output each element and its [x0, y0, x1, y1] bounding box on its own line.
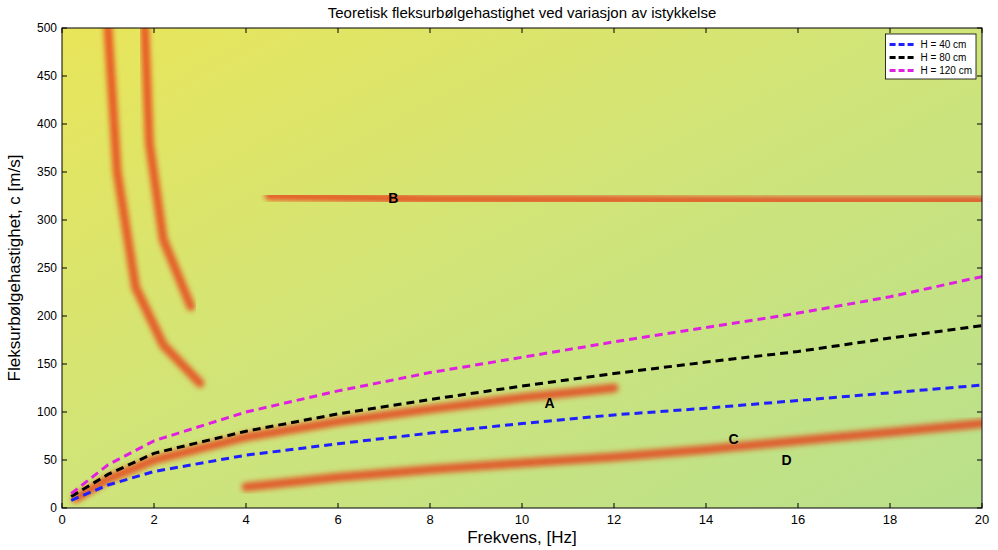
y-tick [62, 364, 67, 365]
band [246, 424, 982, 487]
y-tick [62, 220, 67, 221]
x-tick-label: 6 [334, 512, 341, 527]
y-tick [977, 76, 982, 77]
x-tick [430, 503, 431, 508]
x-tick [890, 503, 891, 508]
legend-label: H = 80 cm [921, 52, 967, 63]
y-tick-label: 100 [37, 405, 57, 419]
x-tick-label: 10 [515, 512, 529, 527]
legend: H = 40 cm H = 80 cm H = 120 cm [886, 34, 976, 79]
x-tick [430, 28, 431, 33]
y-axis-title: Fleksurbølgehastighet, c [m/s] [5, 155, 24, 382]
x-tick-label: 4 [242, 512, 249, 527]
x-tick [338, 28, 339, 33]
annotation: D [781, 452, 791, 468]
y-tick [62, 172, 67, 173]
x-tick-label: 0 [58, 512, 65, 527]
band [145, 28, 191, 306]
legend-label: H = 40 cm [921, 39, 967, 50]
y-tick [62, 268, 67, 269]
y-tick [62, 28, 67, 29]
x-tick [798, 503, 799, 508]
y-tick-label: 500 [37, 21, 57, 35]
y-tick-label: 400 [37, 117, 57, 131]
x-tick-label: 2 [150, 512, 157, 527]
y-tick [62, 460, 67, 461]
legend-swatch [890, 69, 916, 72]
x-tick-label: 12 [607, 512, 621, 527]
y-tick [977, 364, 982, 365]
x-tick [982, 28, 983, 33]
plot-area [71, 28, 982, 500]
x-tick [154, 503, 155, 508]
x-tick [706, 28, 707, 33]
x-tick [62, 503, 63, 508]
x-tick-label: 18 [883, 512, 897, 527]
x-tick [154, 28, 155, 33]
x-tick [798, 28, 799, 33]
legend-swatch [890, 43, 916, 46]
annotation: A [545, 395, 555, 411]
y-tick [62, 316, 67, 317]
y-tick [62, 412, 67, 413]
legend-box [886, 34, 976, 79]
x-tick [706, 503, 707, 508]
y-tick [62, 76, 67, 77]
x-tick [614, 28, 615, 33]
x-tick-label: 14 [699, 512, 713, 527]
band [108, 28, 200, 383]
chart-title: Teoretisk fleksurbølgehastighet ved vari… [328, 4, 717, 21]
y-tick [977, 220, 982, 221]
y-tick [977, 412, 982, 413]
y-tick [977, 316, 982, 317]
x-tick-label: 20 [975, 512, 989, 527]
x-tick-label: 8 [426, 512, 433, 527]
x-tick [338, 503, 339, 508]
x-tick [246, 503, 247, 508]
legend-label: H = 120 cm [921, 65, 972, 76]
x-tick [522, 503, 523, 508]
x-tick [246, 28, 247, 33]
y-tick-label: 350 [37, 165, 57, 179]
x-tick [614, 503, 615, 508]
y-tick [977, 508, 982, 509]
legend-swatch [890, 56, 916, 59]
x-tick [890, 28, 891, 33]
y-tick [977, 28, 982, 29]
x-tick [982, 503, 983, 508]
x-tick [522, 28, 523, 33]
y-tick [977, 124, 982, 125]
plot-background [62, 28, 982, 508]
y-tick-label: 250 [37, 261, 57, 275]
series-line [71, 326, 982, 497]
series-line [71, 277, 982, 494]
x-tick [62, 28, 63, 33]
y-tick-label: 0 [50, 501, 57, 515]
x-axis-title: Frekvens, [Hz] [467, 528, 577, 547]
series-line [71, 385, 982, 500]
y-tick [977, 268, 982, 269]
y-tick-label: 200 [37, 309, 57, 323]
y-tick-label: 450 [37, 69, 57, 83]
y-tick-label: 150 [37, 357, 57, 371]
annotation: C [729, 431, 739, 447]
chart: 0246810121416182005010015020025030035040… [0, 0, 998, 550]
y-tick [62, 508, 67, 509]
y-tick-label: 300 [37, 213, 57, 227]
x-tick-label: 16 [791, 512, 805, 527]
frame [62, 28, 982, 508]
band [269, 196, 982, 201]
y-tick-label: 50 [44, 453, 58, 467]
annotation: B [388, 190, 398, 206]
y-tick [977, 172, 982, 173]
y-tick [977, 460, 982, 461]
y-tick [62, 124, 67, 125]
